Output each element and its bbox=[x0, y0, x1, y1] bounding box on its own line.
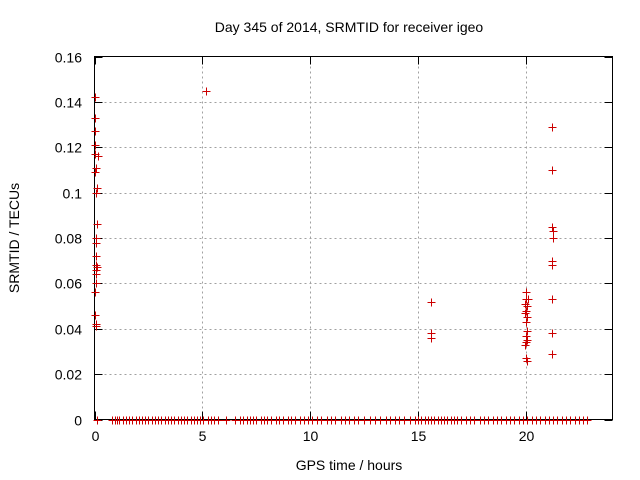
y-tick-label: 0.14 bbox=[55, 95, 82, 111]
axis-ticks bbox=[94, 56, 613, 421]
data-point bbox=[93, 416, 102, 425]
data-point bbox=[548, 123, 557, 132]
data-point bbox=[548, 261, 557, 270]
data-point bbox=[548, 223, 557, 232]
data-point bbox=[93, 220, 102, 229]
grid-lines bbox=[94, 56, 613, 420]
data-point bbox=[92, 279, 101, 288]
data-point bbox=[202, 87, 211, 96]
data-point bbox=[522, 318, 531, 327]
data-point bbox=[93, 184, 102, 193]
data-point bbox=[94, 152, 103, 161]
data-point bbox=[521, 341, 530, 350]
data-points bbox=[91, 87, 592, 425]
data-point bbox=[91, 311, 100, 320]
data-point bbox=[521, 309, 530, 318]
data-point bbox=[549, 234, 558, 243]
y-tick-label: 0.16 bbox=[55, 50, 82, 66]
y-tick-label: 0.08 bbox=[55, 231, 82, 247]
x-tick-label: 0 bbox=[92, 428, 100, 444]
data-point bbox=[523, 357, 532, 366]
x-axis-label: GPS time / hours bbox=[296, 457, 403, 473]
data-point bbox=[524, 295, 533, 304]
data-point bbox=[583, 416, 592, 425]
chart-title: Day 345 of 2014, SRMTID for receiver ige… bbox=[215, 19, 484, 35]
data-point bbox=[91, 93, 100, 102]
data-point bbox=[91, 288, 100, 297]
tick-labels: 0 0.02 0.04 0.06 0.08 0.1 0.12 0.14 0.16 0 5 10 15 20 bbox=[55, 50, 535, 445]
data-point bbox=[548, 350, 557, 359]
data-point bbox=[91, 127, 100, 136]
data-point bbox=[92, 252, 101, 261]
data-point bbox=[92, 322, 101, 331]
data-point bbox=[427, 334, 436, 343]
data-point bbox=[548, 295, 557, 304]
x-tick-label: 15 bbox=[411, 428, 427, 444]
data-point bbox=[522, 307, 531, 316]
data-point bbox=[427, 298, 436, 307]
data-point bbox=[92, 239, 101, 248]
data-point bbox=[91, 141, 100, 150]
y-tick-label: 0.06 bbox=[55, 276, 82, 292]
y-tick-label: 0.02 bbox=[55, 367, 82, 383]
y-tick-label: 0.12 bbox=[55, 140, 82, 156]
data-point bbox=[523, 302, 532, 311]
data-point bbox=[523, 336, 532, 345]
x-tick-label: 10 bbox=[303, 428, 319, 444]
y-tick-label: 0 bbox=[74, 413, 82, 429]
data-point bbox=[523, 327, 532, 336]
data-point bbox=[214, 416, 223, 425]
data-point bbox=[548, 166, 557, 175]
data-point bbox=[521, 300, 530, 309]
data-point bbox=[92, 189, 101, 198]
data-point bbox=[522, 288, 531, 297]
data-point bbox=[548, 329, 557, 338]
data-point bbox=[549, 227, 558, 236]
y-tick-label: 0.1 bbox=[63, 186, 83, 202]
y-tick-label: 0.04 bbox=[55, 322, 82, 338]
data-point bbox=[222, 416, 231, 425]
y-axis-label: SRMTID / TECUs bbox=[6, 183, 22, 293]
x-tick-label: 20 bbox=[519, 428, 535, 444]
data-point bbox=[91, 168, 100, 177]
data-point bbox=[91, 114, 100, 123]
data-point bbox=[523, 313, 532, 322]
x-tick-label: 5 bbox=[199, 428, 207, 444]
data-point bbox=[92, 164, 101, 173]
data-point bbox=[93, 263, 102, 272]
data-point bbox=[92, 270, 101, 279]
